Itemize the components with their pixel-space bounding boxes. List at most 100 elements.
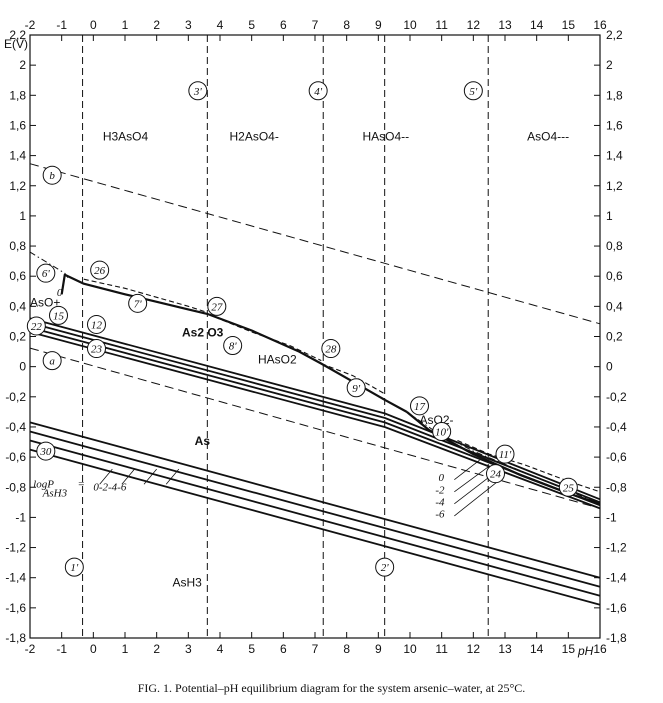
species-label: AsH3 — [173, 576, 203, 590]
y-tick-label-right: -1,8 — [606, 631, 627, 645]
solid-boundary-27 — [206, 312, 408, 413]
species-label: AsO+ — [30, 295, 60, 309]
y-tick-label-right: 0,8 — [606, 239, 623, 253]
circled-label-text: 11' — [499, 449, 512, 461]
circled-label-text: 26 — [94, 265, 106, 277]
y-tick-label-right: 0,2 — [606, 330, 623, 344]
y-tick-label-right: -0,8 — [606, 480, 627, 494]
arsine-line--4 — [29, 439, 601, 597]
dashed-boundary-9' — [321, 363, 385, 395]
as-redox-line-0 — [29, 317, 601, 501]
y-tick-label-right: -0,2 — [606, 390, 627, 404]
y-tick-label-left: 0,2 — [9, 330, 26, 344]
circled-label-text: 5' — [469, 86, 478, 98]
species-label: As — [195, 434, 211, 448]
y-tick-label-right: 0,4 — [606, 299, 623, 313]
y-tick-label-right: 0 — [606, 360, 613, 374]
x-tick-label-top: 4 — [217, 18, 224, 32]
y-tick-label-right: 1,8 — [606, 88, 623, 102]
circled-label-ring — [223, 336, 243, 356]
y-tick-label-left: -0,8 — [5, 480, 26, 494]
y-tick-label-right: 2 — [606, 58, 613, 72]
y-tick-label-right: -0,6 — [606, 450, 627, 464]
x-tick-label-top: 0 — [90, 18, 97, 32]
y-tick-label-right: 1,4 — [606, 149, 623, 163]
as-redox-leader — [454, 477, 503, 517]
arsine-line--6 — [29, 448, 601, 606]
x-tick-label-top: 3 — [185, 18, 192, 32]
x-tick-label-bottom: 10 — [403, 642, 417, 656]
y-tick-label-right: -1,2 — [606, 541, 627, 555]
y-tick-label-left: 1,8 — [9, 88, 26, 102]
circled-label-ring — [308, 81, 328, 101]
x-tick-label-top: 7 — [312, 18, 319, 32]
as-redox-line--2 — [29, 322, 601, 504]
y-tick-label-left: 0,6 — [9, 269, 26, 283]
circled-label-ring — [188, 81, 208, 101]
x-tick-label-top: 6 — [280, 18, 287, 32]
small-annotation: logP — [33, 478, 54, 490]
x-tick-label-bottom: 4 — [217, 642, 224, 656]
circled-label-ring — [410, 396, 429, 416]
y-tick-label-right: -0,4 — [606, 420, 627, 434]
y-tick-label-left: -1,2 — [5, 541, 26, 555]
x-tick-label-bottom: 11 — [435, 642, 448, 656]
circled-label-ring — [90, 260, 110, 280]
as-redox-line--6 — [29, 331, 601, 510]
circled-label-ring — [36, 263, 56, 283]
circled-label-text: 27 — [211, 301, 223, 313]
y-tick-label-left: 0,4 — [9, 299, 26, 313]
arsine-leader — [99, 468, 113, 485]
circled-label-text: 8' — [229, 341, 238, 353]
species-label: HAsO2 — [258, 353, 297, 367]
circled-label-ring — [49, 305, 68, 325]
x-tick-label-bottom: 5 — [248, 642, 255, 656]
y-tick-label-left: 1,4 — [9, 149, 26, 163]
circled-label-ring — [207, 296, 227, 316]
species-label: H2AsO4- — [230, 130, 279, 144]
y-tick-label-left: 1,6 — [9, 118, 26, 132]
y-tick-label-left: 1 — [19, 209, 26, 223]
circled-label-text: 15 — [53, 310, 65, 322]
x-tick-label-bottom: 1 — [122, 642, 129, 656]
circled-label-ring — [64, 557, 84, 577]
x-tick-label-bottom: 14 — [530, 642, 544, 656]
species-label: H3AsO4 — [103, 130, 149, 144]
dashed-boundary-11' — [457, 439, 601, 493]
small-annotation: 0 — [57, 287, 63, 299]
small-annotation: 0 — [439, 472, 445, 484]
y-tick-label-left: 0,8 — [9, 239, 26, 253]
circled-label-ring — [375, 557, 395, 577]
x-tick-label-bottom: 16 — [593, 642, 607, 656]
y-tick-label-right: -1 — [606, 510, 617, 524]
y-tick-label-left: -0,2 — [5, 390, 26, 404]
y-tick-label-left: -0,6 — [5, 450, 26, 464]
y-tick-label-left: -1,4 — [5, 571, 26, 585]
dashed-boundary-7' — [83, 278, 208, 313]
arsine-leader — [165, 468, 180, 485]
x-axis-label: pH — [577, 644, 594, 658]
y-axis-label: E(V) — [4, 37, 28, 51]
circled-label-ring — [463, 81, 483, 101]
x-tick-label-bottom: 2 — [153, 642, 160, 656]
x-tick-label-bottom: 9 — [375, 642, 382, 656]
x-tick-label-top: 5 — [248, 18, 255, 32]
x-tick-label-top: 14 — [530, 18, 544, 32]
water-line-b — [29, 163, 601, 325]
circled-label-text: 9' — [352, 383, 361, 395]
y-tick-label-left: -0,4 — [5, 420, 26, 434]
x-tick-label-top: 13 — [498, 18, 512, 32]
small-annotation: = — [78, 478, 85, 490]
small-annotation: -4 — [435, 496, 445, 508]
x-tick-label-top: 8 — [343, 18, 350, 32]
circled-label-text: 2' — [381, 562, 390, 574]
circled-label-text: a — [49, 356, 55, 368]
x-tick-label-bottom: 15 — [562, 642, 576, 656]
x-tick-label-top: 2 — [153, 18, 160, 32]
x-tick-label-bottom: -2 — [25, 642, 36, 656]
solid-boundary-26 — [60, 273, 208, 315]
circled-label-text: b — [49, 170, 55, 182]
circled-label-text: 7' — [134, 298, 143, 310]
x-tick-label-bottom: 7 — [312, 642, 319, 656]
